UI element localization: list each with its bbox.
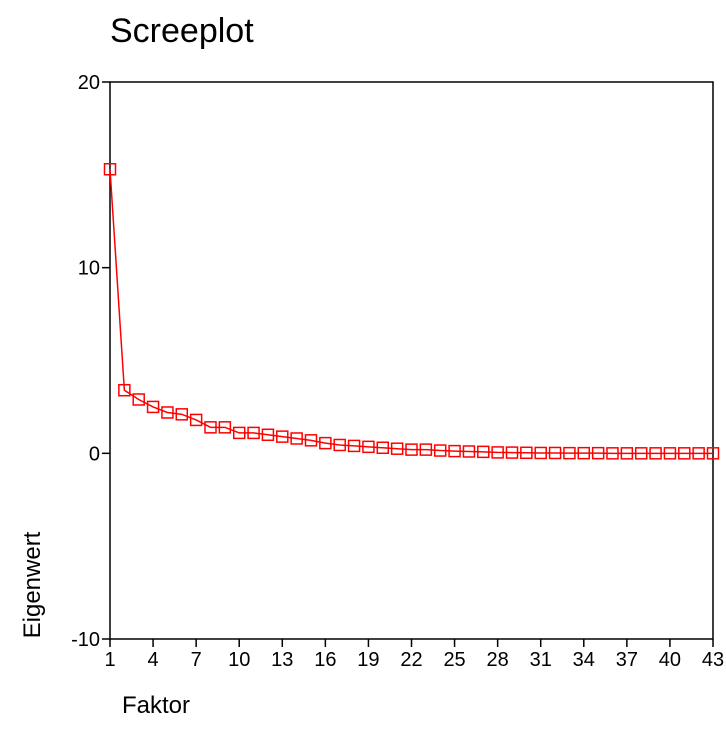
y-tick-label: 10 [78, 258, 100, 280]
x-tick-label: 10 [228, 649, 250, 671]
x-tick-label: 34 [573, 649, 595, 671]
x-axis-label: Faktor [122, 692, 190, 720]
x-tick-label: 40 [659, 649, 681, 671]
x-tick-label: 1 [104, 649, 115, 671]
scree-plot: -10 0 10 20 1 4 7 10 13 16 19 22 25 28 31 34 37 40 43 [0, 0, 726, 680]
x-tick-label: 7 [191, 649, 202, 671]
x-tick-label: 31 [530, 649, 552, 671]
axes [102, 82, 713, 647]
x-tick-label: 37 [616, 649, 638, 671]
x-tick-label: 43 [702, 649, 724, 671]
y-tick-label: 0 [89, 443, 100, 465]
plot-frame [110, 82, 713, 639]
x-tick-label: 28 [487, 649, 509, 671]
y-axis-label: Eigenwert [19, 532, 47, 639]
x-tick-label: 19 [357, 649, 379, 671]
x-tick-label: 13 [271, 649, 293, 671]
x-tick-label: 4 [148, 649, 159, 671]
eigenvalue-series [105, 164, 719, 459]
y-tick-label: -10 [71, 629, 100, 651]
tick-labels: -10 0 10 20 1 4 7 10 13 16 19 22 25 28 31 34 37 40 43 [71, 72, 724, 671]
series-line [110, 169, 713, 453]
x-tick-label: 16 [314, 649, 336, 671]
y-tick-label: 20 [78, 72, 100, 94]
x-tick-label: 22 [400, 649, 422, 671]
x-tick-label: 25 [443, 649, 465, 671]
